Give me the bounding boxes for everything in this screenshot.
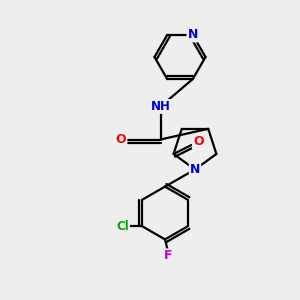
Text: O: O [193, 136, 203, 148]
Text: N: N [188, 28, 198, 41]
Text: O: O [116, 133, 126, 146]
Text: F: F [164, 249, 172, 262]
Text: N: N [190, 163, 200, 176]
Text: NH: NH [151, 100, 170, 113]
Text: Cl: Cl [116, 220, 129, 233]
